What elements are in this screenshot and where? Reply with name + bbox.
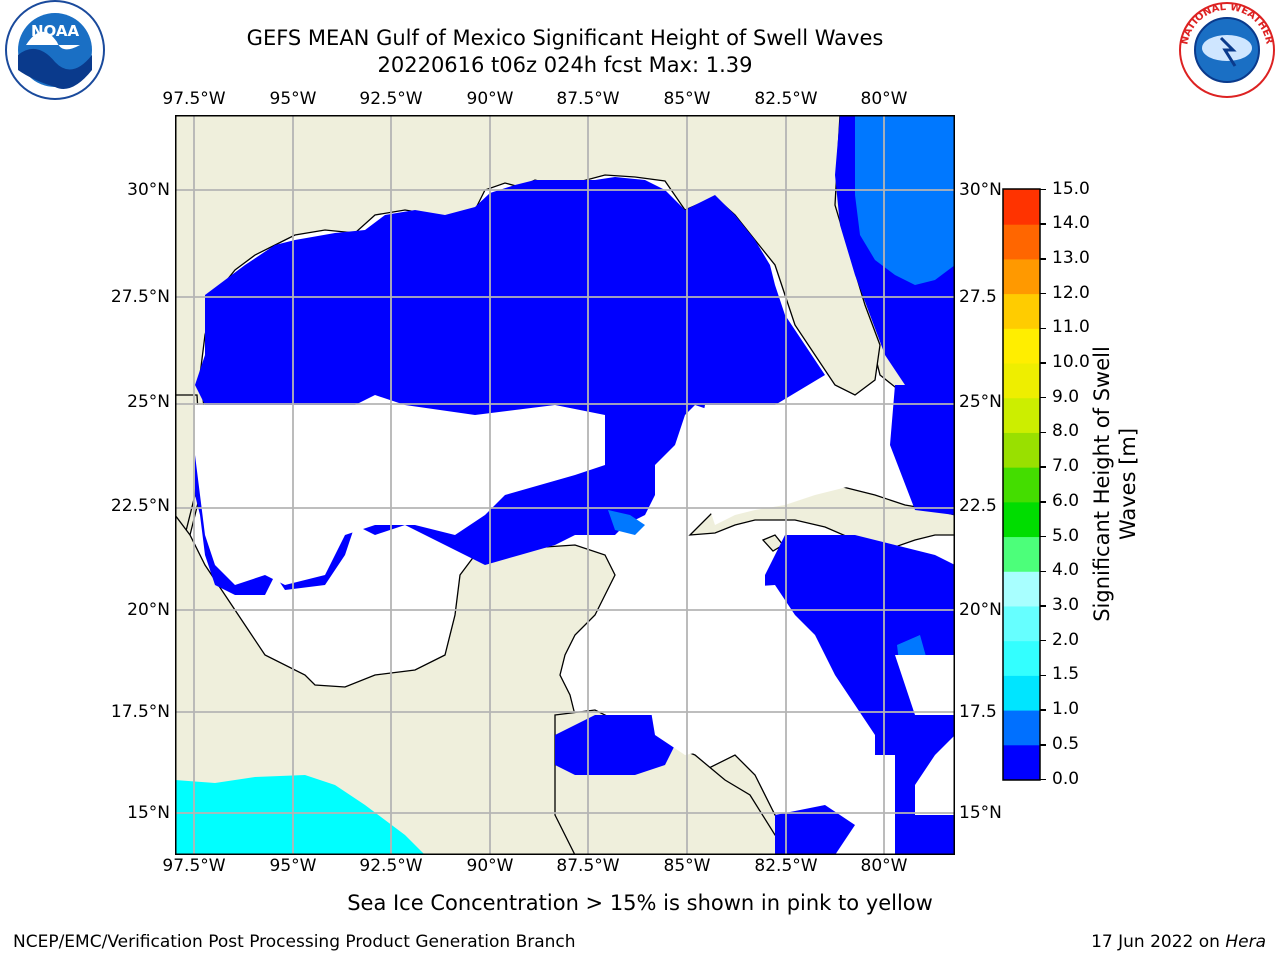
colorbar-tick-label: 6.0	[1052, 490, 1080, 511]
colorbar-segment	[1003, 744, 1040, 780]
colorbar-tick	[1040, 362, 1046, 364]
colorbar-tick	[1040, 292, 1046, 295]
colorbar-segment	[1003, 293, 1040, 329]
grid	[175, 115, 954, 854]
colorbar-tick-label: 13.0	[1052, 247, 1090, 268]
colorbar-segment	[1003, 328, 1040, 364]
colorbar-tick-label: 3.0	[1052, 594, 1080, 615]
colorbar-segment	[1003, 675, 1040, 711]
colorbar-segment	[1003, 224, 1040, 260]
colorbar-tick	[1040, 535, 1046, 538]
colorbar-segment	[1003, 258, 1040, 295]
colorbar-tick-label: 1.0	[1052, 699, 1080, 720]
lon-label-top: 82.5°W	[754, 89, 818, 109]
lon-label-top: 92.5°W	[359, 89, 423, 109]
lat-label-right: 27.5	[959, 287, 997, 307]
lon-label-bottom: 97.5°W	[162, 856, 226, 876]
lat-label-left: 22.5°N	[110, 496, 170, 516]
colorbar-tick-label: 11.0	[1052, 317, 1090, 338]
colorbar-tick	[1040, 431, 1046, 434]
colorbar-tick	[1040, 466, 1046, 468]
lat-label-right: 25°N	[959, 392, 1002, 412]
colorbar-tick	[1040, 327, 1046, 330]
colorbar-segment	[1003, 397, 1040, 433]
colorbar-tick	[1040, 501, 1046, 503]
footer-date: 17 Jun 2022 on Hera	[1091, 932, 1266, 952]
colorbar-segment	[1003, 363, 1040, 399]
colorbar-tick	[1040, 605, 1046, 607]
lat-label-right: 22.5	[959, 496, 997, 516]
colorbar-tick	[1040, 639, 1046, 642]
colorbar-frame	[1002, 188, 1041, 781]
lon-label-bottom: 82.5°W	[754, 856, 818, 876]
map-panel	[175, 115, 955, 855]
colorbar-tick-label: 12.0	[1052, 282, 1090, 303]
lon-label-bottom: 90°W	[466, 856, 514, 876]
colorbar-tick-label: 8.0	[1052, 421, 1080, 442]
colorbar-tick-label: 10.0	[1052, 352, 1090, 373]
colorbar-tick-label: 5.0	[1052, 525, 1080, 546]
nws-logo: NATIONAL WEATHER SERVICE	[1175, 0, 1275, 98]
chart-title: GEFS MEAN Gulf of Mexico Significant Hei…	[246, 26, 884, 50]
footer-credit: NCEP/EMC/Verification Post Processing Pr…	[13, 932, 576, 952]
lon-label-bottom: 87.5°W	[556, 856, 620, 876]
lon-label-bottom: 95°W	[269, 856, 317, 876]
colorbar-tick	[1040, 258, 1046, 260]
lat-label-left: 25°N	[127, 392, 170, 412]
colorbar-tick	[1040, 778, 1046, 781]
colorbar-segment	[1003, 536, 1040, 572]
colorbar-segment	[1003, 189, 1040, 225]
lat-label-left: 30°N	[127, 180, 170, 200]
colorbar-tick	[1040, 744, 1046, 746]
colorbar-tick	[1040, 223, 1046, 225]
lon-label-top: 80°W	[860, 89, 908, 109]
colorbar-segment	[1003, 501, 1040, 538]
colorbar-tick-label: 0.5	[1052, 733, 1080, 754]
lon-label-bottom: 85°W	[663, 856, 711, 876]
colorbar-label: Significant Height of Swell Waves [m]	[1090, 346, 1140, 622]
lon-label-top: 95°W	[269, 89, 317, 109]
svg-text:NOAA: NOAA	[31, 22, 80, 40]
colorbar	[1002, 188, 1041, 781]
colorbar-tick-label: 7.0	[1052, 456, 1080, 477]
lat-label-right: 15°N	[959, 803, 1002, 823]
colorbar-tick-label: 4.0	[1052, 560, 1080, 581]
lat-label-right: 30°N	[959, 180, 1002, 200]
lon-label-top: 87.5°W	[556, 89, 620, 109]
colorbar-tick	[1040, 709, 1046, 711]
colorbar-tick-label: 2.0	[1052, 629, 1080, 650]
lat-label-left: 27.5°N	[110, 287, 170, 307]
colorbar-tick	[1040, 396, 1046, 399]
swell-high	[175, 775, 424, 854]
lon-label-top: 97.5°W	[162, 89, 226, 109]
lon-label-top: 85°W	[663, 89, 711, 109]
colorbar-segment	[1003, 710, 1040, 746]
colorbar-tick	[1040, 674, 1046, 677]
colorbar-segment	[1003, 467, 1040, 503]
colorbar-tick	[1040, 188, 1046, 191]
lat-label-right: 17.5	[959, 702, 997, 722]
noaa-logo: NOAA	[5, 0, 105, 100]
lon-label-bottom: 80°W	[860, 856, 908, 876]
lon-label-bottom: 92.5°W	[359, 856, 423, 876]
colorbar-tick-label: 15.0	[1052, 178, 1090, 199]
chart-subtitle: 20220616 t06z 024h fcst Max: 1.39	[377, 53, 753, 77]
sea-ice-note: Sea Ice Concentration > 15% is shown in …	[347, 891, 933, 915]
colorbar-tick-label: 14.0	[1052, 213, 1090, 234]
lat-label-left: 17.5°N	[110, 702, 170, 722]
colorbar-segment	[1003, 605, 1040, 642]
colorbar-tick-label: 9.0	[1052, 386, 1080, 407]
colorbar-segment	[1003, 432, 1040, 468]
colorbar-segment	[1003, 571, 1040, 607]
lon-label-top: 90°W	[466, 89, 514, 109]
colorbar-tick-label: 0.0	[1052, 768, 1080, 789]
colorbar-tick	[1040, 570, 1046, 572]
lat-label-left: 15°N	[127, 803, 170, 823]
lat-label-right: 20°N	[959, 600, 1002, 620]
colorbar-segment	[1003, 640, 1040, 676]
lat-label-left: 20°N	[127, 600, 170, 620]
colorbar-tick-label: 1.5	[1052, 664, 1080, 685]
